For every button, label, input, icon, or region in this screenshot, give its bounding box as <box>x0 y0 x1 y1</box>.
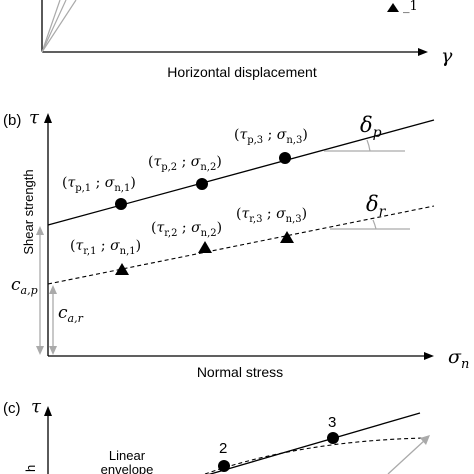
residual-point-1 <box>115 263 129 275</box>
peak-intercept-arrowhead-bottom <box>36 346 44 355</box>
peak-point-label-3: (τp,3 ; σn,3) <box>234 127 308 146</box>
panel-b-y-arrowhead <box>44 113 52 123</box>
panel-a-curve-3 <box>41 0 77 53</box>
panel-c-point-3 <box>327 432 339 444</box>
panel-b-x-symbol: σn <box>448 346 469 372</box>
peak-point-3 <box>279 152 291 164</box>
panel-b-x-arrowhead <box>424 352 434 360</box>
panel-c-envelope-label-line1: Linear <box>109 448 146 463</box>
panel-b: (b) τ Shear strength Normal stress σn δp… <box>3 107 469 380</box>
panel-c-y-label-fragment: h <box>23 465 38 472</box>
panel-c-y-arrowhead <box>44 406 52 416</box>
panel-c-label: (c) <box>3 400 21 417</box>
residual-intercept-arrowhead-top <box>49 285 57 294</box>
panel-b-x-label: Normal stress <box>197 364 283 380</box>
peak-point-label-1: (τp,1 ; σn,1) <box>62 175 136 194</box>
panel-c: (c) τ h Linear envelope 2 3 <box>3 396 430 474</box>
peak-point-label-2: (τp,2 ; σn,2) <box>148 154 222 173</box>
peak-intercept-label: ca,p <box>11 275 38 297</box>
panel-c-gray-arrowhead <box>420 435 430 445</box>
peak-angle-label: δp <box>360 113 382 141</box>
panel-c-curved-envelope <box>204 437 426 474</box>
residual-point-2 <box>198 241 212 253</box>
panel-a: _1 γ Horizontal displacement <box>41 0 453 80</box>
panel-c-point-2 <box>218 460 230 472</box>
panel-a-x-symbol: γ <box>441 45 453 67</box>
peak-point-2 <box>196 178 208 190</box>
residual-point-3 <box>280 231 294 243</box>
panel-b-label: (b) <box>3 112 21 129</box>
panel-a-x-label: Horizontal displacement <box>167 64 317 80</box>
peak-angle-arc <box>366 139 371 152</box>
peak-intercept-arrowhead-top <box>36 226 44 235</box>
panel-a-x-arrowhead <box>418 48 428 56</box>
panel-b-y-symbol: τ <box>29 107 40 128</box>
residual-intercept-label: ca,r <box>58 303 84 325</box>
residual-intercept-arrowhead-bottom <box>49 346 57 355</box>
residual-envelope-line <box>47 205 435 285</box>
panel-a-marker-label: _1 <box>403 0 418 14</box>
residual-angle-arc <box>372 219 377 230</box>
residual-point-label-2: (τr,2 ; σn,2) <box>151 220 222 239</box>
panel-c-y-symbol: τ <box>31 396 42 417</box>
panel-c-envelope-label-line2: envelope <box>101 462 154 474</box>
residual-point-label-3: (τr,3 ; σn,3) <box>236 206 307 225</box>
panel-a-curve-1 <box>41 0 61 53</box>
peak-point-1 <box>115 198 127 210</box>
panel-a-curve-2 <box>41 0 67 53</box>
residual-angle-label: δr <box>366 192 387 220</box>
panel-a-triangle-marker <box>387 3 399 12</box>
peak-envelope-line <box>47 119 435 226</box>
panel-c-point-label-2: 2 <box>219 440 227 457</box>
residual-point-label-1: (τr,1 ; σn,1) <box>70 238 141 257</box>
panel-c-gray-arrow <box>387 439 426 474</box>
panel-b-y-label: Shear strength <box>21 169 36 254</box>
panel-c-point-label-3: 3 <box>328 414 336 431</box>
